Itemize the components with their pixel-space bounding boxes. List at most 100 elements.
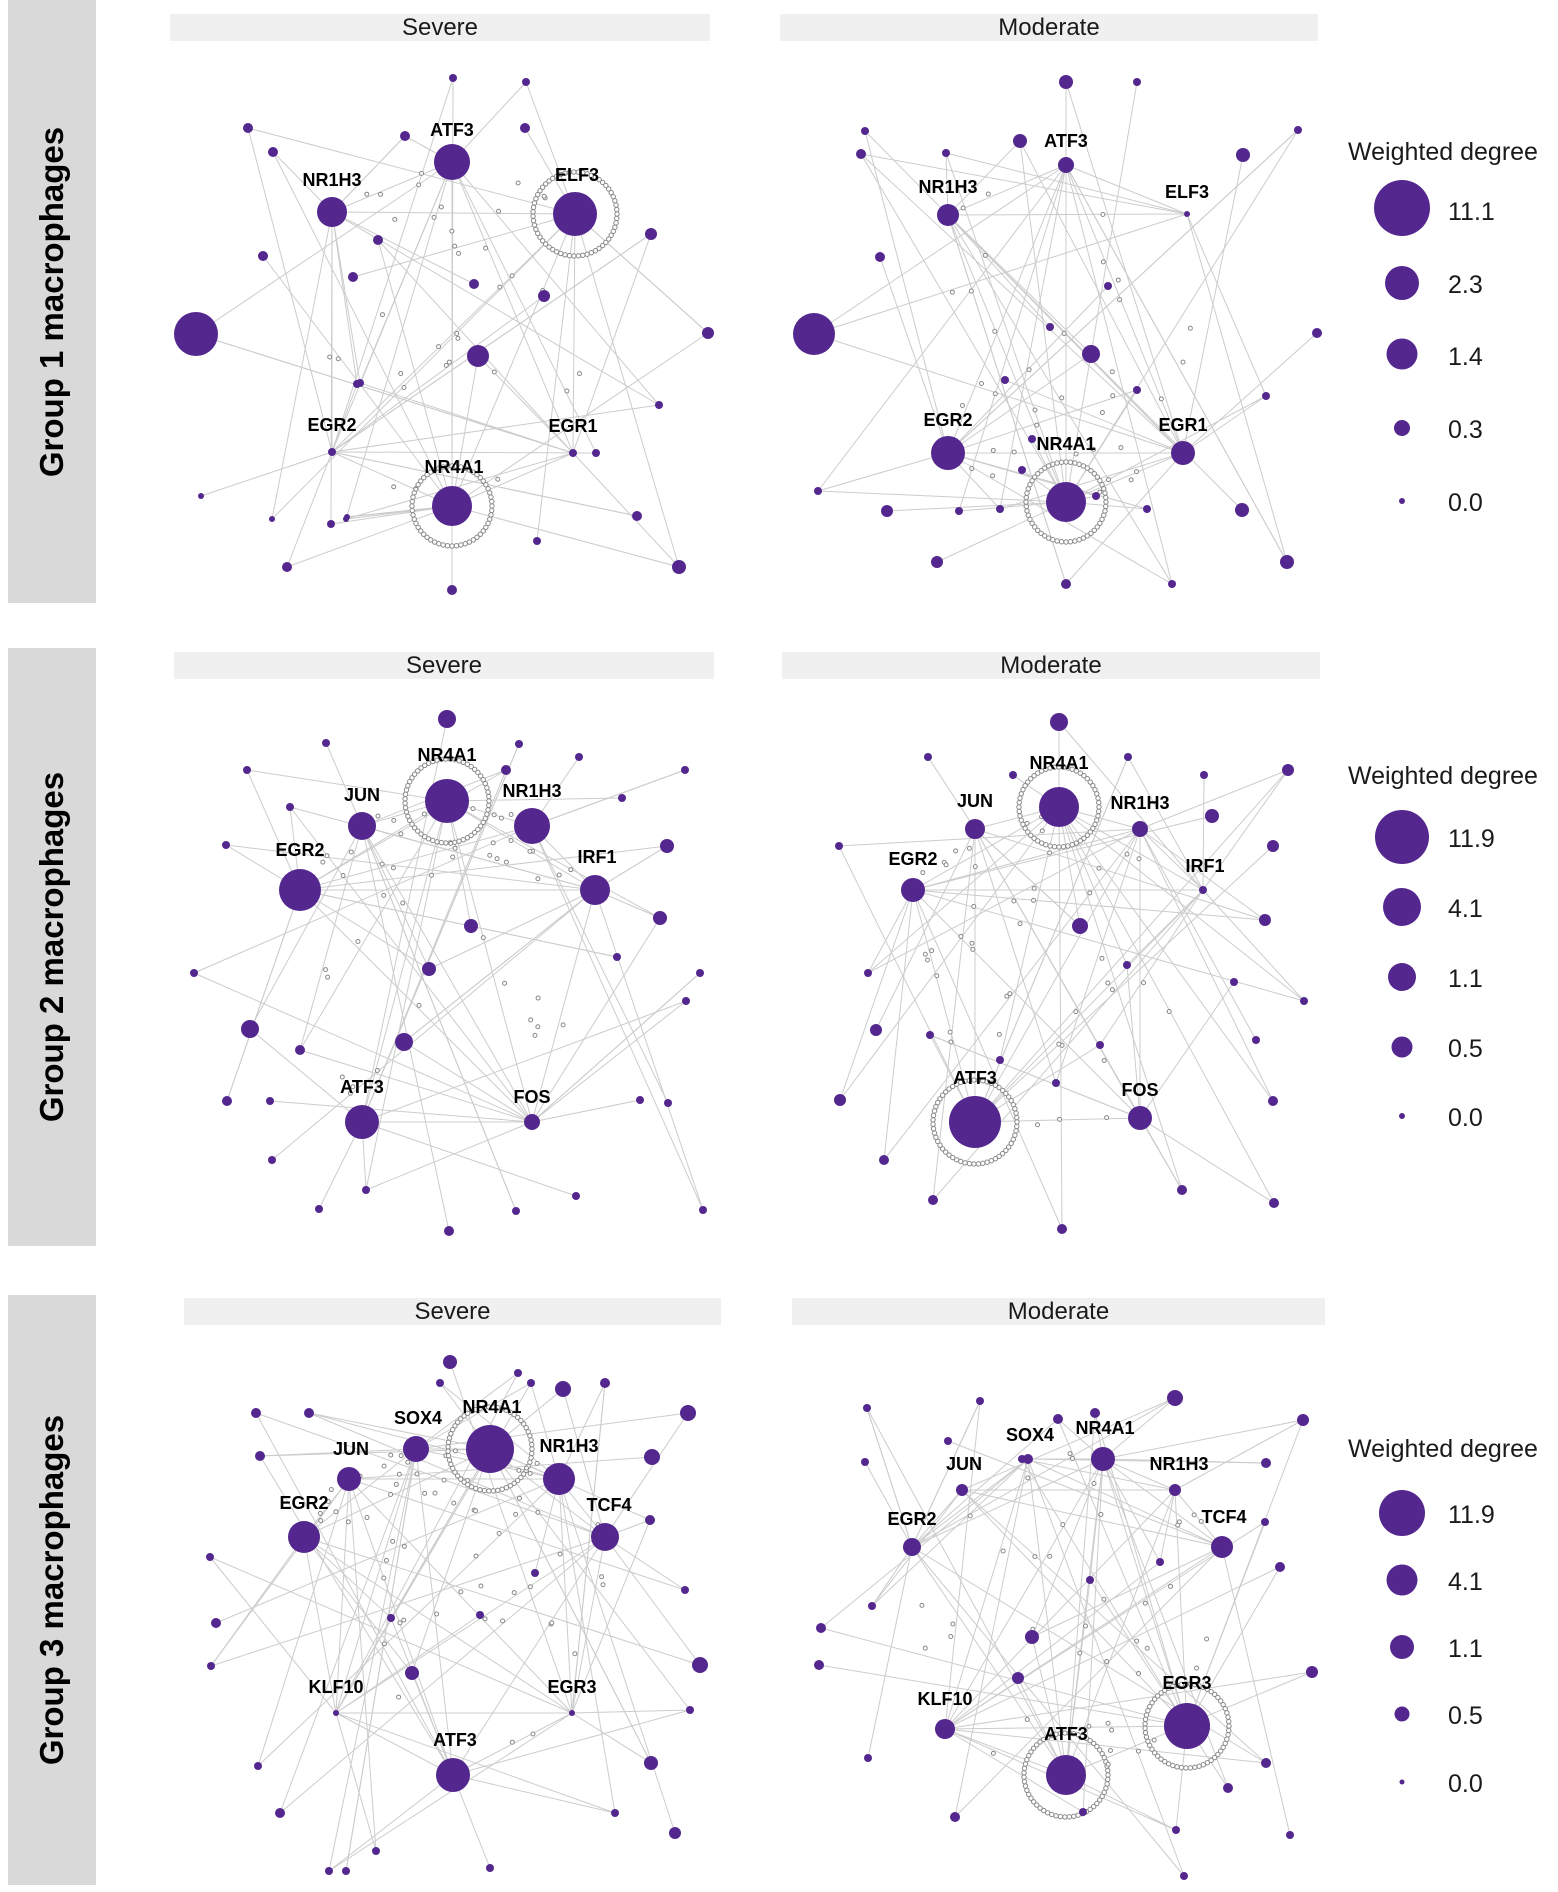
network-edge [289, 806, 596, 891]
tf-node [870, 1024, 882, 1036]
tf-node [387, 1614, 395, 1622]
target-gene-point [1014, 1119, 1020, 1125]
target-gene-point [1191, 1512, 1197, 1518]
network-edge [1004, 379, 1184, 454]
hub-node [333, 1710, 339, 1716]
target-gene-point [390, 1538, 396, 1544]
legend-dot [1399, 1113, 1405, 1119]
network-edge [299, 889, 533, 1123]
network-edge [912, 889, 1266, 921]
target-gene-point [1062, 1814, 1068, 1820]
target-gene-point [403, 787, 410, 793]
target-gene-point [513, 1511, 519, 1517]
tf-node [476, 1611, 484, 1619]
tf-node [861, 1458, 869, 1466]
network-edge [299, 889, 618, 958]
tf-node [514, 1369, 522, 1377]
tf-node [501, 765, 511, 775]
target-gene-point [1057, 1116, 1063, 1122]
tf-node [467, 345, 489, 367]
target-gene-point [461, 1479, 467, 1485]
target-gene-point [531, 222, 538, 228]
target-gene-point [999, 1087, 1006, 1094]
tf-node [816, 1623, 826, 1633]
legend-value: 11.9 [1448, 825, 1495, 853]
target-gene-point [1149, 1746, 1155, 1752]
legend-dot [1379, 1490, 1425, 1536]
target-gene-point [1037, 1739, 1043, 1745]
target-gene-point [445, 1444, 451, 1450]
hub-node [328, 448, 336, 456]
network-edge [446, 797, 623, 802]
network-edge [209, 1556, 573, 1714]
target-gene-point [475, 826, 481, 833]
target-gene-point [1198, 1518, 1204, 1524]
target-gene-point [1012, 1106, 1018, 1112]
network-edge [210, 1536, 606, 1667]
target-gene-point [457, 1416, 464, 1422]
network-edge [947, 389, 1138, 454]
target-gene-point [518, 1474, 524, 1481]
hub-label: NR1H3 [918, 177, 977, 197]
hub-label: NR1H3 [502, 781, 561, 801]
target-gene-point [1142, 1716, 1149, 1723]
target-gene-point [1220, 1744, 1226, 1751]
target-gene-point [950, 1621, 956, 1627]
target-gene-point [1003, 1090, 1009, 1097]
target-gene-point [391, 484, 397, 490]
legend-value: 1.1 [1448, 1635, 1483, 1663]
network-edge [867, 806, 1060, 974]
hub-label: NR4A1 [424, 457, 483, 477]
target-gene-point [966, 845, 972, 851]
network-edge [558, 1478, 616, 1814]
target-gene-point [1196, 1763, 1202, 1769]
tf-node [600, 1378, 610, 1388]
network-edge [604, 1412, 689, 1538]
target-gene-point [468, 1484, 475, 1490]
network-edge [328, 1448, 417, 1872]
network-edge [1058, 806, 1183, 1191]
target-gene-point [1105, 1776, 1111, 1783]
network-edge [860, 153, 1067, 503]
network-edge [428, 889, 596, 970]
target-gene-point [458, 1589, 464, 1595]
target-gene-point [446, 1457, 453, 1463]
network-edge [1019, 140, 1184, 454]
network-edge [813, 213, 1188, 335]
network-edge [1221, 1546, 1291, 1836]
target-gene-point [531, 200, 538, 206]
target-gene-point [489, 503, 495, 509]
tf-node [348, 272, 358, 282]
target-gene-point [503, 859, 509, 865]
network-edge [451, 332, 709, 507]
network-edge [299, 845, 668, 891]
target-gene-point [1088, 468, 1094, 474]
network-edge [1027, 1458, 1185, 1877]
target-gene-point [1037, 1805, 1043, 1811]
target-gene-point [527, 1433, 533, 1439]
tf-node [486, 1864, 494, 1872]
network-edge [1202, 769, 1289, 891]
hub-label: NR1H3 [1110, 793, 1169, 813]
target-gene-point [468, 763, 474, 770]
target-gene-point [465, 1481, 471, 1488]
target-gene-point [1073, 1009, 1079, 1015]
target-gene-point [1109, 987, 1115, 993]
tf-node [944, 1437, 952, 1445]
network-edge [299, 825, 533, 891]
target-gene-point [448, 840, 454, 846]
target-gene-point [414, 828, 421, 834]
network-edge [361, 825, 533, 1123]
target-gene-point [990, 1750, 996, 1756]
network-edge [947, 164, 1067, 216]
target-gene-point [1024, 1787, 1030, 1793]
hub-node [553, 192, 597, 236]
tf-node [241, 1020, 259, 1038]
network-edge [883, 889, 914, 1161]
network-edge [365, 1121, 533, 1191]
network-edge [813, 333, 1184, 454]
network-edge [451, 213, 576, 507]
network-edge [345, 161, 453, 520]
target-gene-point [1080, 463, 1087, 469]
